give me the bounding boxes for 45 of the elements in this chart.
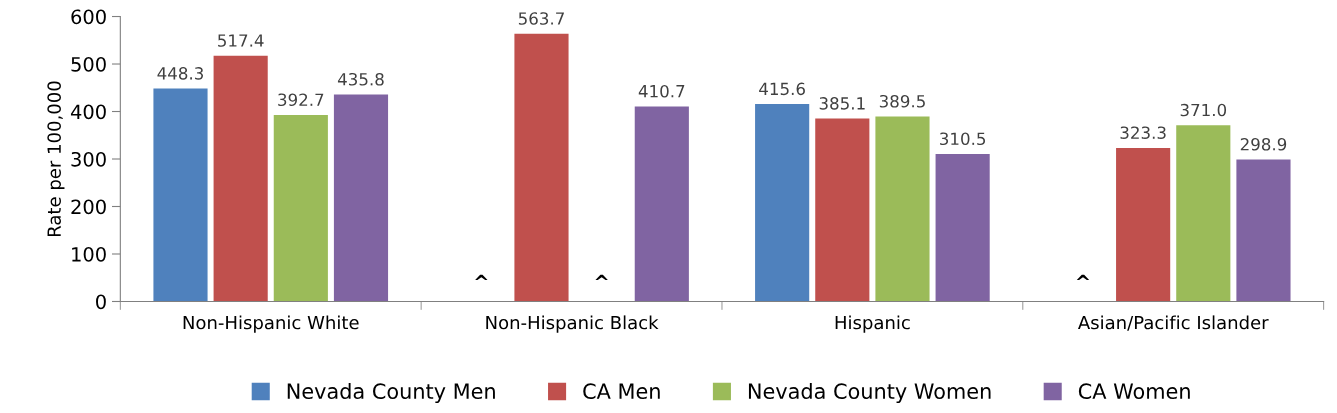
data-label: 371.0 [1180, 103, 1227, 117]
data-label: 415.6 [759, 82, 805, 96]
x-tick-label: Non-Hispanic Black [486, 315, 659, 333]
bar [514, 33, 569, 302]
data-label: 323.3 [1120, 126, 1166, 140]
data-label: 563.7 [518, 12, 564, 25]
bar [273, 114, 328, 302]
y-tick-label: 200 [71, 199, 106, 215]
data-label: 389.5 [879, 94, 925, 108]
data-label: 310.5 [940, 132, 986, 146]
data-label: 435.8 [337, 72, 384, 86]
bar [1176, 125, 1231, 302]
bar [755, 104, 810, 302]
legend-label: Nevada County Women [748, 382, 991, 404]
legend-label: CA Women [1078, 383, 1190, 400]
data-label: 298.9 [1240, 137, 1287, 151]
bar [153, 88, 208, 302]
x-tick-label: Asian/Pacific Islander [1077, 315, 1269, 331]
data-label: 448.3 [157, 67, 204, 80]
y-tick-label: 500 [71, 56, 106, 72]
y-axis-title: Rate per 100,000 [47, 81, 65, 236]
y-tick-label: 400 [70, 104, 106, 120]
bar [935, 154, 990, 302]
legend-label: Nevada County Men [287, 382, 495, 404]
bar [634, 106, 689, 302]
x-tick-label: Non-Hispanic White [183, 315, 359, 333]
data-label: 392.7 [278, 93, 324, 107]
bar [875, 116, 930, 302]
x-tick-label: Hispanic [835, 315, 910, 333]
data-label: 517.4 [218, 34, 264, 47]
bar [1116, 147, 1171, 302]
bar [213, 55, 268, 302]
data-label: 385.1 [819, 97, 865, 110]
data-label: 410.7 [638, 84, 685, 98]
text: ^ [475, 274, 488, 281]
y-tick-label: 0 [96, 294, 106, 310]
text: ^ [1076, 274, 1090, 281]
bar [1236, 159, 1291, 302]
bar [815, 118, 870, 302]
legend-label: CA Men [583, 383, 660, 400]
y-tick-label: 100 [72, 246, 106, 262]
bar [333, 94, 389, 302]
y-tick-label: 600 [71, 9, 106, 25]
text: ^ [595, 274, 608, 281]
y-tick-label: 300 [71, 151, 106, 167]
